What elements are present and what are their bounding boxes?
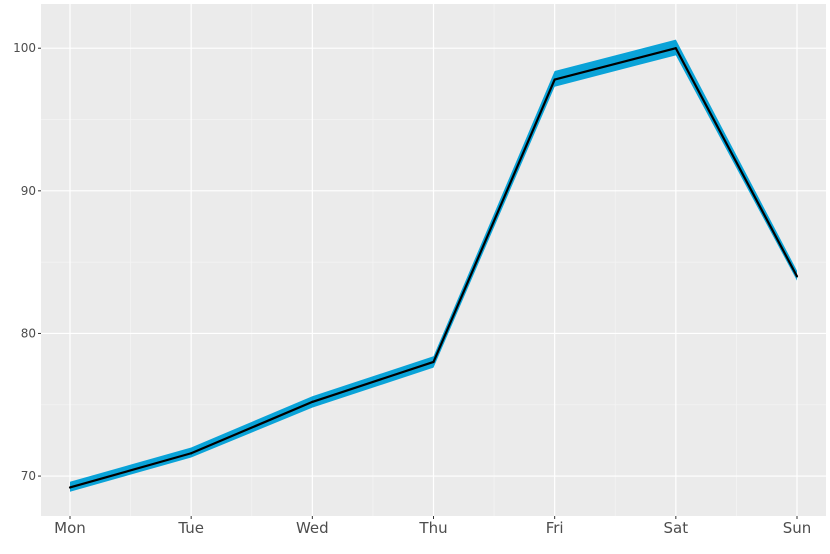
x-tick-label-sat: Sat	[664, 519, 689, 537]
data-point-mon	[68, 486, 72, 489]
data-point-tue	[190, 452, 193, 455]
x-tick-label-tue: Tue	[177, 519, 204, 537]
data-point-sat	[674, 47, 677, 50]
x-tick-label-thu: Thu	[418, 519, 447, 537]
x-tick-label-sun: Sun	[783, 519, 812, 537]
y-tick-label: 70	[21, 469, 36, 483]
y-tick-label: 80	[21, 326, 36, 340]
x-tick-label-fri: Fri	[546, 519, 564, 537]
x-tick-label-wed: Wed	[296, 519, 329, 537]
y-tick-label: 90	[21, 184, 36, 198]
major-gridlines	[41, 4, 826, 516]
data-point-thu	[432, 360, 435, 364]
y-tick-label: 100	[13, 41, 36, 55]
x-axis: Mon Tue Wed Thu Fri Sat Sun	[54, 516, 811, 537]
data-point-wed	[311, 400, 314, 404]
x-tick-label-mon: Mon	[54, 519, 86, 537]
data-point-fri	[553, 78, 556, 81]
minor-gridlines	[41, 4, 826, 516]
data-point-sun	[795, 275, 799, 278]
y-axis: 70 80 90 100	[13, 41, 41, 483]
data-points	[68, 47, 799, 489]
